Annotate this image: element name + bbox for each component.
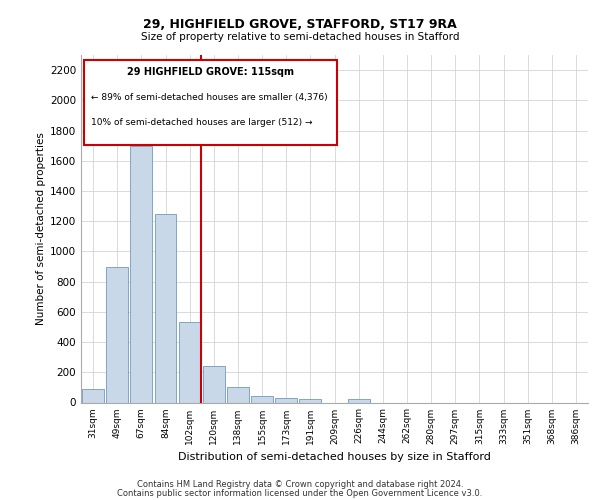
Text: 29, HIGHFIELD GROVE, STAFFORD, ST17 9RA: 29, HIGHFIELD GROVE, STAFFORD, ST17 9RA	[143, 18, 457, 30]
Text: 10% of semi-detached houses are larger (512) →: 10% of semi-detached houses are larger (…	[91, 118, 313, 126]
Text: Contains public sector information licensed under the Open Government Licence v3: Contains public sector information licen…	[118, 488, 482, 498]
FancyBboxPatch shape	[83, 60, 337, 146]
Text: Contains HM Land Registry data © Crown copyright and database right 2024.: Contains HM Land Registry data © Crown c…	[137, 480, 463, 489]
Bar	[227, 388, 249, 402]
Text: Size of property relative to semi-detached houses in Stafford: Size of property relative to semi-detach…	[141, 32, 459, 42]
X-axis label: Distribution of semi-detached houses by size in Stafford: Distribution of semi-detached houses by …	[178, 452, 491, 462]
Bar	[82, 389, 104, 402]
Y-axis label: Number of semi-detached properties: Number of semi-detached properties	[36, 132, 46, 325]
Text: 29 HIGHFIELD GROVE: 115sqm: 29 HIGHFIELD GROVE: 115sqm	[127, 67, 294, 77]
Bar	[251, 396, 273, 402]
Text: ← 89% of semi-detached houses are smaller (4,376): ← 89% of semi-detached houses are smalle…	[91, 93, 328, 102]
Bar	[106, 266, 128, 402]
Bar	[275, 398, 297, 402]
Bar	[155, 214, 176, 402]
Bar	[348, 398, 370, 402]
Bar	[299, 398, 321, 402]
Bar	[179, 322, 200, 402]
Bar	[130, 146, 152, 402]
Bar	[203, 366, 224, 403]
